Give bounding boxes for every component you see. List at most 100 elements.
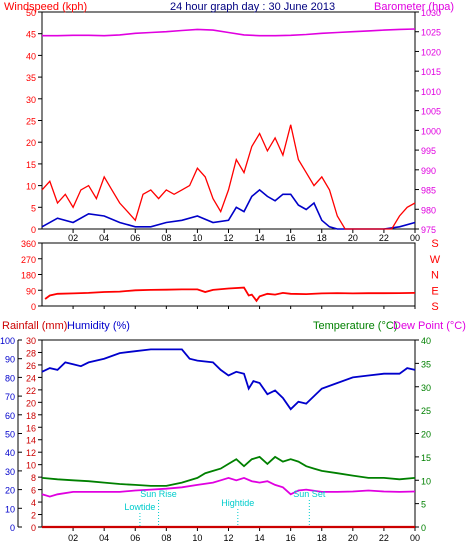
humidity-tick-label: 50 xyxy=(5,430,15,440)
hour-tick-label: 20 xyxy=(348,533,358,543)
hour-tick-label: 00 xyxy=(410,533,420,543)
temperature-tick-label: 25 xyxy=(421,406,431,416)
rain-tick-label: 22 xyxy=(26,386,36,396)
rain-tick-label: 30 xyxy=(26,336,36,346)
avg_wind-line xyxy=(41,188,416,230)
direction-plot-frame xyxy=(41,242,416,307)
hour-tick-label: 04 xyxy=(99,233,109,243)
rain-tick-label: 16 xyxy=(26,423,36,433)
rain-tick-label: 20 xyxy=(26,398,36,408)
direction-tick-label: 270 xyxy=(21,255,36,265)
temperature-tick-label: 0 xyxy=(421,523,426,533)
windspeed-axis-label: Windspeed (kph) xyxy=(4,1,87,13)
tide-marker-label: Lowtide xyxy=(124,502,155,512)
windspeed-tick-label: 20 xyxy=(26,138,36,148)
compass-label: E xyxy=(431,285,438,297)
wind-series xyxy=(41,28,416,230)
windspeed-tick-label: 50 xyxy=(26,8,36,18)
windspeed-tick-label: 0 xyxy=(31,225,36,235)
hour-tick-label: 18 xyxy=(317,233,327,243)
temperature-tick-label: 15 xyxy=(421,453,431,463)
direction-tick-label: 180 xyxy=(21,271,36,281)
direction-series xyxy=(44,286,416,303)
gust-line xyxy=(41,124,416,230)
windspeed-tick-label: 35 xyxy=(26,73,36,83)
hour-tick-label: 04 xyxy=(99,533,109,543)
temperature-tick-label: 20 xyxy=(421,430,431,440)
windspeed-tick-label: 5 xyxy=(31,203,36,213)
windspeed-tick-label: 40 xyxy=(26,51,36,61)
wind-plot-frame xyxy=(41,11,416,230)
barometer-tick-label: 990 xyxy=(421,166,436,176)
temperature-tick-label: 30 xyxy=(421,383,431,393)
compass-label: N xyxy=(431,270,439,282)
barometer-tick-label: 1010 xyxy=(421,87,441,97)
rain-tick-label: 26 xyxy=(26,361,36,371)
hour-tick-label: 16 xyxy=(286,233,296,243)
humidity-tick-label: 70 xyxy=(5,392,15,402)
hour-tick-label: 10 xyxy=(192,233,202,243)
barometer-tick-label: 1000 xyxy=(421,126,441,136)
humidity-tick-label: 80 xyxy=(5,373,15,383)
wind-axis-ticks: 0510152025303540455097598098599099510001… xyxy=(26,8,441,243)
rain-tick-label: 12 xyxy=(26,448,36,458)
climate-series: Lowtide Sun Rise Hightide Sun Set xyxy=(41,348,416,529)
rain-tick-label: 6 xyxy=(31,486,36,496)
rain-tick-label: 10 xyxy=(26,461,36,471)
hour-tick-label: 06 xyxy=(130,233,140,243)
barometer-tick-label: 975 xyxy=(421,225,436,235)
humidity-tick-label: 40 xyxy=(5,448,15,458)
climate-panel: 0102030405060708090100024681012141618202… xyxy=(0,320,466,543)
rain-tick-label: 24 xyxy=(26,373,36,383)
temperature-tick-label: 40 xyxy=(421,336,431,346)
windspeed-tick-label: 10 xyxy=(26,182,36,192)
tide-marker-label: Sun Set xyxy=(293,489,326,499)
tide-marker-label: Sun Rise xyxy=(140,489,177,499)
hour-tick-label: 22 xyxy=(379,233,389,243)
humidity-tick-label: 10 xyxy=(5,504,15,514)
barometer-line xyxy=(42,28,416,37)
temperature-tick-label: 10 xyxy=(421,476,431,486)
barometer-tick-label: 980 xyxy=(421,205,436,215)
hour-tick-label: 18 xyxy=(317,533,327,543)
temperature-line xyxy=(41,455,416,487)
wind-panel: 0510152025303540455097598098599099510001… xyxy=(4,1,454,243)
tide-marker-label: Hightide xyxy=(221,498,254,508)
dewpoint-line xyxy=(41,476,416,498)
hour-tick-label: 12 xyxy=(223,233,233,243)
humidity-tick-label: 0 xyxy=(10,523,15,533)
rain-tick-label: 2 xyxy=(31,511,36,521)
barometer-axis-label: Barometer (hpa) xyxy=(374,1,454,13)
dewpoint-axis-label: Dew Point (°C) xyxy=(393,320,466,332)
windspeed-tick-label: 15 xyxy=(26,160,36,170)
direction-tick-label: 360 xyxy=(21,239,36,249)
temperature-axis-label: Temperature (°C) xyxy=(313,320,397,332)
rain-tick-label: 14 xyxy=(26,436,36,446)
direction-tick-label: 0 xyxy=(31,302,36,312)
humidity-axis-label: Humidity (%) xyxy=(67,320,130,332)
windspeed-tick-label: 45 xyxy=(26,30,36,40)
hour-tick-label: 14 xyxy=(255,233,265,243)
rain-tick-label: 28 xyxy=(26,348,36,358)
hour-tick-label: 14 xyxy=(255,533,265,543)
direction-line xyxy=(44,286,416,303)
hour-tick-label: 12 xyxy=(223,533,233,543)
rain-tick-label: 4 xyxy=(31,498,36,508)
humidity-tick-label: 90 xyxy=(5,355,15,365)
temperature-tick-label: 35 xyxy=(421,359,431,369)
rain-tick-label: 0 xyxy=(31,523,36,533)
barometer-tick-label: 995 xyxy=(421,146,436,156)
humidity-tick-label: 60 xyxy=(5,411,15,421)
hour-tick-label: 06 xyxy=(130,533,140,543)
barometer-tick-label: 1030 xyxy=(421,8,441,18)
humidity-tick-label: 100 xyxy=(0,336,15,346)
hour-tick-label: 20 xyxy=(348,233,358,243)
hour-tick-label: 00 xyxy=(410,233,420,243)
barometer-tick-label: 1005 xyxy=(421,107,441,117)
barometer-tick-label: 1020 xyxy=(421,47,441,57)
compass-label: S xyxy=(431,238,438,250)
hour-tick-label: 08 xyxy=(161,533,171,543)
barometer-tick-label: 1025 xyxy=(421,28,441,38)
